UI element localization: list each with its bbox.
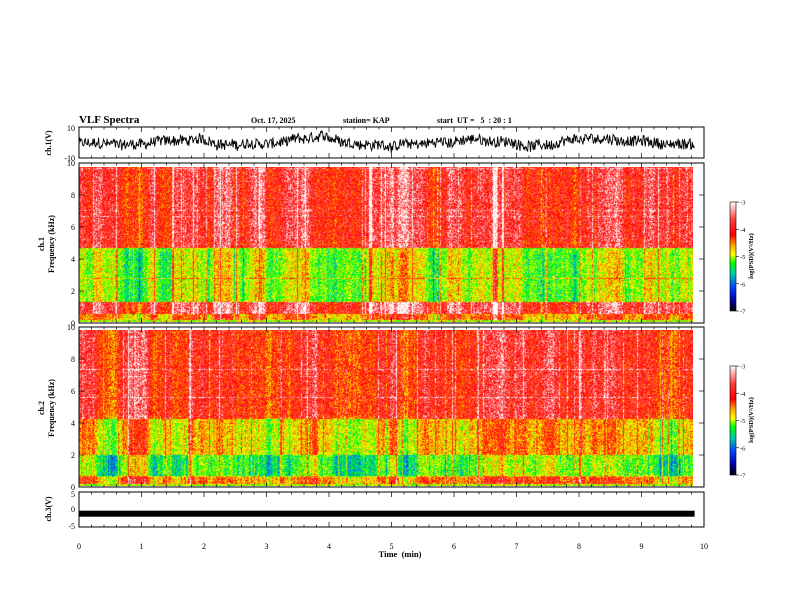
chart-date: Oct. 17, 2025: [251, 116, 295, 125]
x-tick-label: 0: [77, 542, 81, 551]
ch1-spectrogram-ylabel-frequency: Frequency (kHz): [47, 215, 56, 273]
ch1-colorbar-label: log(PSD)(V²/Hz): [748, 233, 755, 279]
colorbar-tick-label: -5: [740, 418, 745, 425]
x-tick-label: 7: [515, 542, 519, 551]
y-tick-label: 10: [67, 323, 75, 332]
ch3-ytick-bottom: -5: [68, 522, 75, 531]
colorbar-tick-label: -3: [740, 200, 745, 207]
x-axis-tick-labels: 0 1 2 3 4 5 6 7 8 9 10: [77, 542, 708, 551]
y-tick-label: 4: [71, 255, 75, 264]
ch2-colorbar: -3 -4 -5 -6 -7 log(PSD)(V²/Hz): [729, 364, 755, 480]
ch1-colorbar: -3 -4 -5 -6 -7 log(PSD)(V²/Hz): [729, 200, 755, 316]
ch1-ytick-bottom: -10: [64, 154, 75, 163]
chart-start-ut: start UT = 5 : 20 : 1: [437, 116, 512, 125]
y-tick-label: 6: [71, 387, 75, 396]
ch1-colorbar-scale: [729, 201, 737, 312]
ch2-spectrogram-panel: 0 2 4 6 8 10 ch.2 Frequency (kHz): [37, 323, 705, 492]
y-tick-label: 8: [71, 355, 75, 364]
ch2-colorbar-label: log(PSD)(V²/Hz): [748, 397, 755, 443]
ch1-waveform-ticks: [78, 127, 705, 158]
x-tick-label: 4: [327, 542, 331, 551]
colorbar-tick-label: -6: [740, 445, 746, 452]
x-tick-label: 9: [640, 542, 644, 551]
ch1-spectrogram-image-wrap: [79, 167, 693, 322]
y-tick-label: 2: [71, 451, 75, 460]
x-tick-label: 5: [390, 542, 394, 551]
x-tick-label: 10: [700, 542, 708, 551]
x-tick-label: 8: [577, 542, 581, 551]
colorbar-tick-label: -5: [740, 254, 745, 261]
ch3-ytick-middle: 0: [71, 505, 75, 514]
colorbar-tick-label: -4: [740, 391, 746, 398]
y-tick-label: 2: [71, 287, 75, 296]
colorbar-tick-label: -7: [740, 473, 746, 480]
ch3-waveform-frame: [78, 491, 705, 528]
ch1-colorbar-ticks: -3 -4 -5 -6 -7: [736, 200, 746, 316]
ch2-spectrogram-ylabel-channel: ch.2: [37, 401, 46, 415]
ch1-ytick-top: 10: [67, 124, 75, 133]
ch2-colorbar-scale: [729, 365, 737, 476]
y-tick-label: 0: [71, 319, 75, 328]
ch1-waveform-panel: 10 -10 ch.1(V): [44, 124, 705, 163]
colorbar-tick-label: -6: [740, 281, 746, 288]
ch2-colorbar-ticks: -3 -4 -5 -6 -7: [736, 364, 746, 480]
x-tick-label: 2: [202, 542, 206, 551]
ch2-spectrogram-yticks: 0 2 4 6 8 10: [67, 323, 704, 492]
ch3-ytick-top: 5: [71, 490, 75, 499]
chart-title: VLF Spectra: [79, 114, 140, 126]
ch1-waveform-ylabel: ch.1(V): [44, 130, 53, 155]
ch1-spectrogram-yticks: 0 2 4 6 8 10: [67, 159, 704, 328]
ch3-waveform-band: [79, 510, 695, 517]
chart-station: station= KAP: [343, 116, 390, 125]
ch2-spectrogram-ticks: [78, 327, 705, 487]
y-tick-label: 10: [67, 159, 75, 168]
x-tick-label: 6: [452, 542, 456, 551]
y-tick-label: 4: [71, 419, 75, 428]
ch1-spectrogram-ticks: [78, 163, 705, 323]
y-tick-label: 6: [71, 223, 75, 232]
ch1-spectrogram-panel: 0 2 4 6 8 10 ch.1 Frequency (kHz): [37, 159, 705, 328]
colorbar-tick-label: -7: [740, 309, 746, 316]
x-axis-label: Time (min): [379, 549, 422, 559]
ch1-spectrogram-ylabel-channel: ch.1: [37, 237, 46, 251]
ch2-spectrogram-image-wrap: [79, 330, 693, 486]
y-tick-label: 8: [71, 191, 75, 200]
ch2-spectrogram-image: [79, 330, 693, 486]
ch2-spectrogram-ylabel-frequency: Frequency (kHz): [47, 379, 56, 437]
y-tick-label: 0: [71, 483, 75, 492]
ch3-waveform-ticks: [78, 492, 705, 527]
ch3-waveform-panel: 5 0 -5 ch.3(V): [44, 490, 705, 531]
colorbar-tick-label: -3: [740, 364, 745, 371]
ch3-waveform-ylabel: ch.3(V): [44, 496, 53, 521]
ch1-waveform-line: [78, 129, 695, 154]
x-tick-label: 3: [265, 542, 269, 551]
x-tick-label: 1: [140, 542, 144, 551]
ch1-spectrogram-image: [79, 167, 693, 322]
colorbar-tick-label: -4: [740, 227, 746, 234]
